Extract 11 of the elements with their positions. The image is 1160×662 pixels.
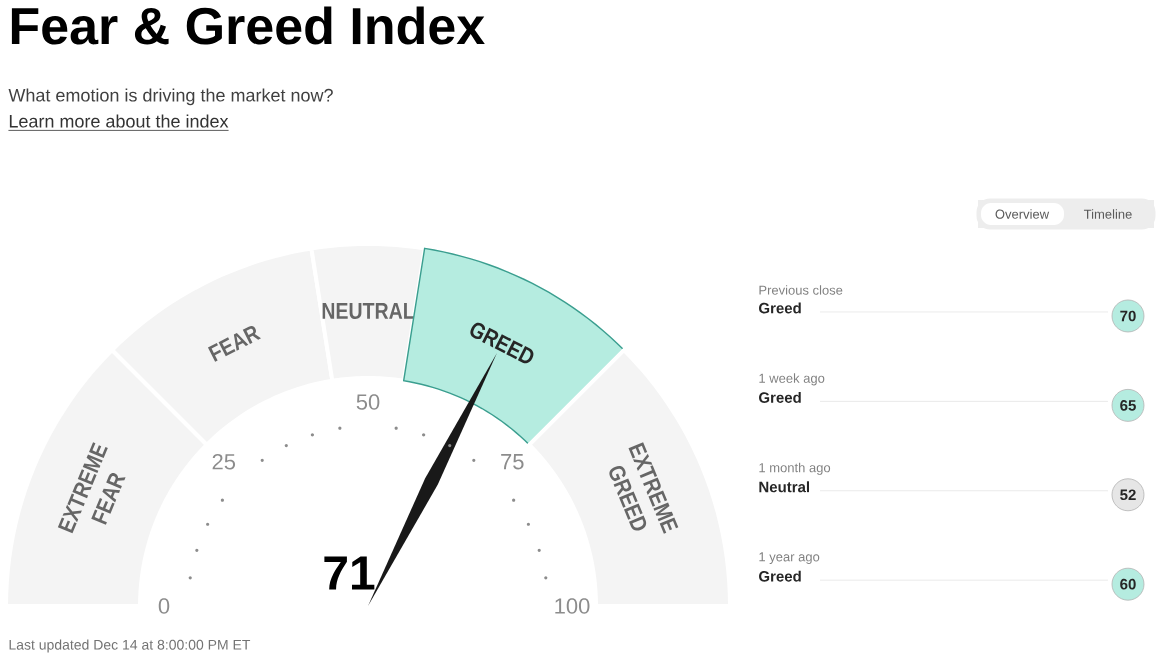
text: Learn more about the index: [9, 114, 229, 128]
slice-label: NEUTRAL: [322, 302, 415, 319]
text: 75: [501, 454, 524, 470]
text: 50: [356, 394, 380, 410]
text: 100: [555, 598, 590, 614]
chart-title: Fear & Greed Index: [11, 6, 485, 45]
text: 25: [212, 453, 236, 470]
text: 0: [158, 598, 170, 614]
slice-label: FEAR: [207, 326, 262, 362]
text: 71: [324, 556, 375, 590]
chart-subtitle: What emotion is driving the market now?: [8, 88, 333, 106]
